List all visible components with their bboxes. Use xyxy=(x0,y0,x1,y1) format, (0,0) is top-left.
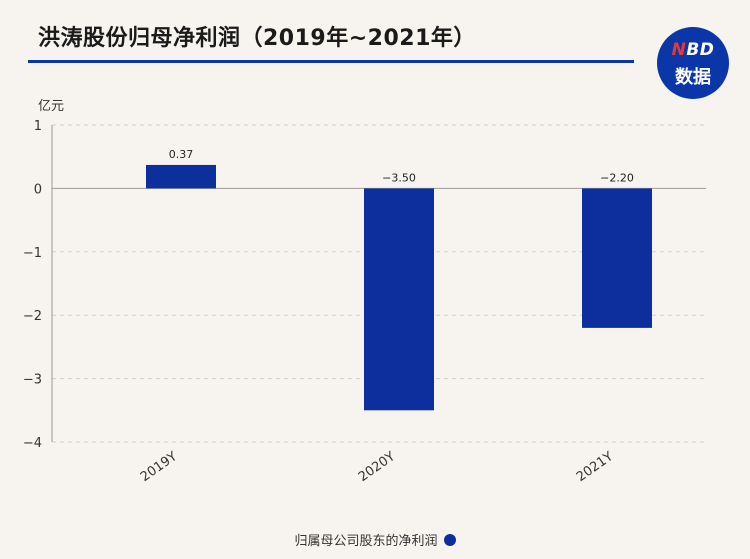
legend-label: 归属母公司股东的净利润 xyxy=(294,534,438,549)
x-tick-label: 2020Y xyxy=(356,449,398,485)
y-tick-label: 0 xyxy=(34,182,42,197)
y-tick-label: −3 xyxy=(23,373,42,388)
value-labels: 0.37 −3.50 −2.20 xyxy=(169,148,634,184)
legend-swatch xyxy=(443,534,456,546)
y-tick-label: −2 xyxy=(23,309,42,324)
logo-nbd-text: NBD xyxy=(657,40,729,60)
y-tick-label: 1 xyxy=(34,119,42,134)
x-tick-label: 2021Y xyxy=(574,449,616,485)
value-label: −3.50 xyxy=(382,171,416,184)
x-tick-labels: 2019Y 2020Y 2021Y xyxy=(138,449,616,485)
chart-title: 洪涛股份归母净利润（2019年~2021年） xyxy=(38,26,476,51)
bars xyxy=(146,164,652,411)
value-label: −2.20 xyxy=(600,171,634,184)
logo-label: 数据 xyxy=(675,67,711,88)
y-tick-label: −1 xyxy=(23,246,42,261)
bar-2021Y xyxy=(582,188,652,328)
x-tick-label: 2019Y xyxy=(138,449,180,485)
y-axis-unit-label: 亿元 xyxy=(38,99,64,114)
logo-letters-bd: BD xyxy=(686,40,715,60)
value-label: 0.37 xyxy=(169,148,194,161)
title-underline xyxy=(28,60,634,63)
nbd-logo: NBD 数据 xyxy=(657,27,729,99)
y-tick-labels: 1 0 −1 −2 −3 −4 xyxy=(23,119,42,451)
logo-letter-n: N xyxy=(671,40,687,60)
bar-2019Y xyxy=(146,164,216,189)
bar-2020Y xyxy=(364,188,434,411)
legend: 归属母公司股东的净利润 xyxy=(0,530,750,549)
y-tick-label: −4 xyxy=(23,436,42,451)
